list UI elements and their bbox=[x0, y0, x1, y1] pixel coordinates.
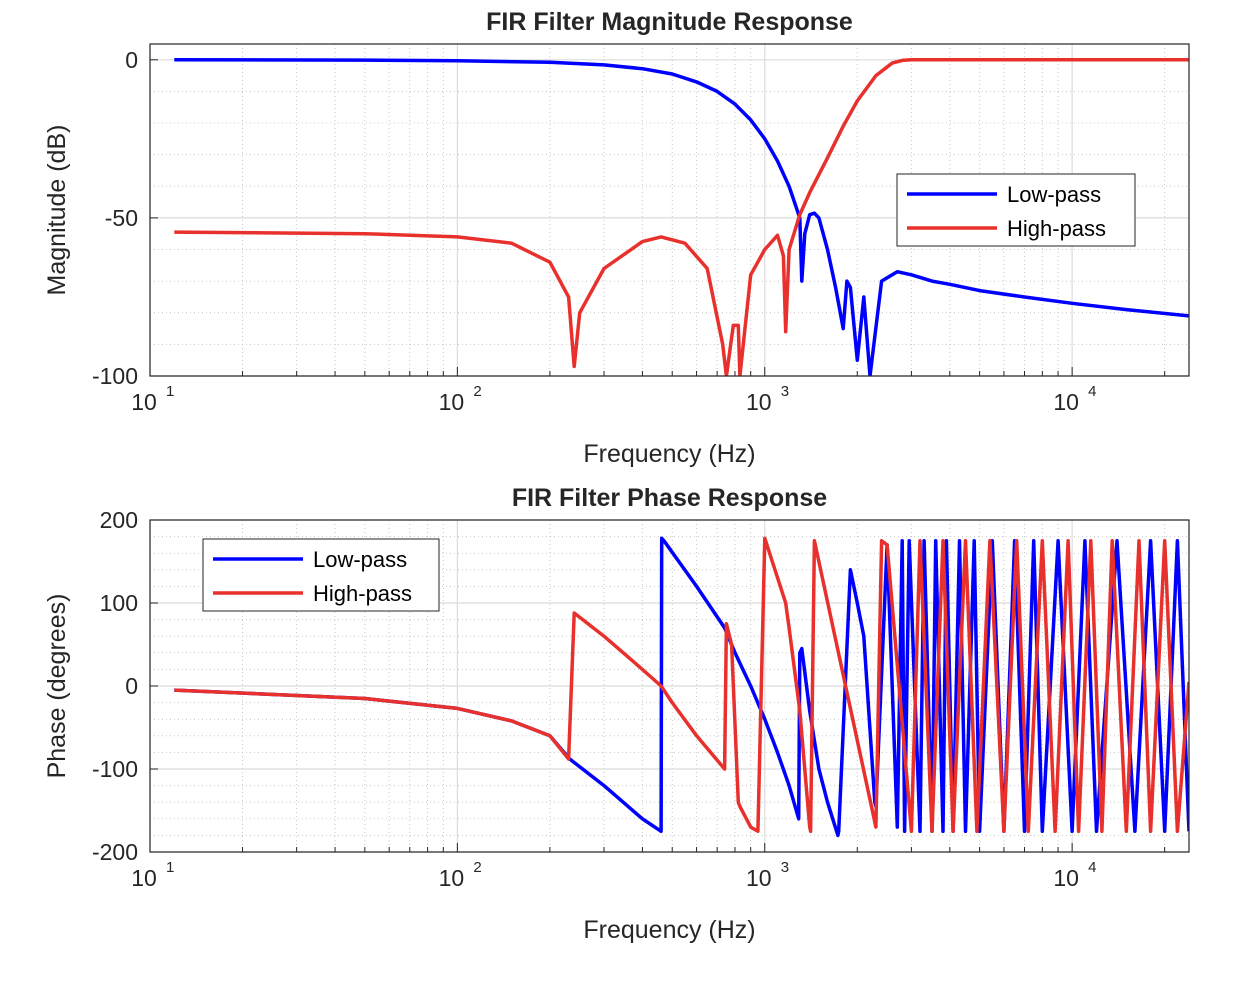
y-tick-label: -50 bbox=[105, 205, 138, 231]
x-tick-exponent: 1 bbox=[166, 383, 174, 400]
legend-box bbox=[896, 173, 1136, 247]
legend-label: High-pass bbox=[313, 581, 412, 606]
series-line-high-pass bbox=[174, 58, 1189, 376]
x-tick-label: 10 bbox=[131, 865, 157, 891]
chart-title: FIR Filter Magnitude Response bbox=[486, 8, 853, 36]
x-tick-exponent: 4 bbox=[1088, 859, 1096, 876]
x-tick-exponent: 3 bbox=[781, 859, 789, 876]
y-tick-label: 100 bbox=[100, 590, 138, 616]
series-line-high-pass bbox=[174, 536, 1189, 834]
legend-box bbox=[202, 538, 440, 612]
legend: Low-pass High-pass bbox=[896, 173, 1136, 247]
y-axis-label: Phase (degrees) bbox=[43, 594, 71, 779]
y-tick-label: 0 bbox=[125, 673, 138, 699]
y-tick-label: 0 bbox=[125, 47, 138, 73]
legend-label: Low-pass bbox=[1007, 182, 1101, 207]
axes-box bbox=[149, 43, 1190, 377]
x-axis-label: Frequency (Hz) bbox=[583, 916, 755, 944]
chart-title: FIR Filter Phase Response bbox=[512, 484, 827, 512]
x-tick-label: 10 bbox=[1053, 389, 1079, 415]
x-tick-label: 10 bbox=[1053, 865, 1079, 891]
x-tick-label: 10 bbox=[746, 389, 772, 415]
y-tick-label: -100 bbox=[92, 756, 138, 782]
x-tick-label: 10 bbox=[131, 389, 157, 415]
x-tick-label: 10 bbox=[746, 865, 772, 891]
x-tick-exponent: 2 bbox=[473, 383, 481, 400]
x-tick-label: 10 bbox=[439, 389, 465, 415]
y-tick-label: -200 bbox=[92, 839, 138, 865]
x-tick-exponent: 3 bbox=[781, 383, 789, 400]
x-tick-exponent: 4 bbox=[1088, 383, 1096, 400]
legend-label: Low-pass bbox=[313, 547, 407, 572]
y-tick-label: -100 bbox=[92, 363, 138, 389]
x-tick-exponent: 1 bbox=[166, 859, 174, 876]
x-tick-exponent: 2 bbox=[473, 859, 481, 876]
legend-label: High-pass bbox=[1007, 216, 1106, 241]
y-axis-label: Magnitude (dB) bbox=[43, 125, 71, 296]
legend: Low-pass High-pass bbox=[202, 538, 440, 612]
x-axis-label: Frequency (Hz) bbox=[583, 440, 755, 468]
series-line-low-pass bbox=[174, 58, 1189, 376]
x-tick-label: 10 bbox=[439, 865, 465, 891]
y-tick-label: 200 bbox=[100, 507, 138, 533]
